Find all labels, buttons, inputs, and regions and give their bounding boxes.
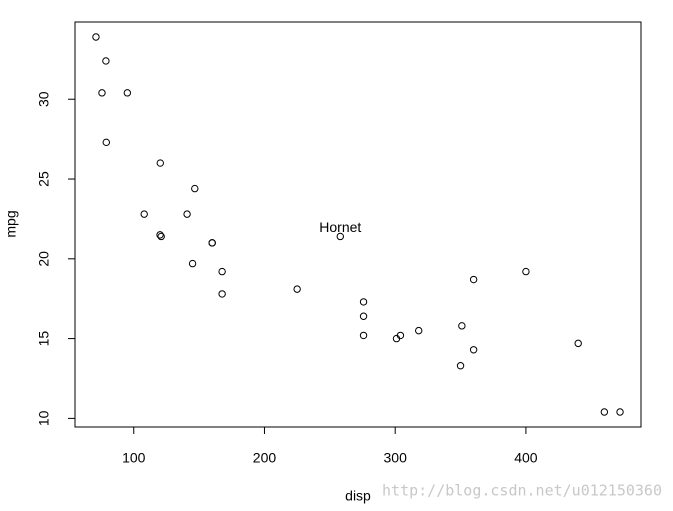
y-axis-label: mpg	[3, 210, 19, 237]
x-axis-label: disp	[345, 488, 371, 504]
point	[415, 326, 423, 335]
watermark: http://blog.csdn.net/u012150360	[382, 482, 662, 500]
point	[157, 232, 165, 241]
y-tick-label: 15	[36, 331, 52, 347]
x-tick-label: 300	[384, 450, 408, 466]
y-tick-label: 20	[36, 251, 52, 267]
point	[208, 239, 216, 247]
point	[392, 334, 401, 343]
point	[359, 312, 368, 320]
point	[336, 232, 344, 241]
point	[188, 259, 197, 268]
point	[156, 231, 164, 239]
y-tick-label: 10	[36, 410, 52, 426]
point	[616, 408, 624, 416]
point	[469, 346, 478, 354]
point	[98, 89, 106, 97]
point	[469, 275, 478, 284]
point	[218, 267, 226, 276]
point	[574, 339, 582, 348]
point	[600, 408, 609, 416]
point	[458, 322, 466, 330]
point	[156, 159, 164, 167]
x-tick-label: 400	[514, 450, 538, 466]
point	[183, 210, 191, 218]
y-tick-label: 25	[36, 171, 52, 187]
point	[102, 57, 110, 65]
point	[218, 290, 226, 298]
x-tick-label: 100	[122, 450, 146, 466]
point	[359, 331, 368, 340]
point	[92, 33, 100, 41]
point	[359, 298, 368, 306]
y-tick-label: 30	[36, 91, 52, 107]
point	[191, 184, 199, 193]
point	[102, 138, 110, 147]
point	[140, 210, 148, 218]
point	[522, 267, 530, 276]
point	[123, 89, 132, 97]
plot-box	[74, 21, 642, 428]
point	[456, 362, 465, 370]
point	[293, 285, 301, 293]
annotation: Hornet	[319, 219, 361, 235]
x-tick-label: 200	[253, 450, 277, 466]
